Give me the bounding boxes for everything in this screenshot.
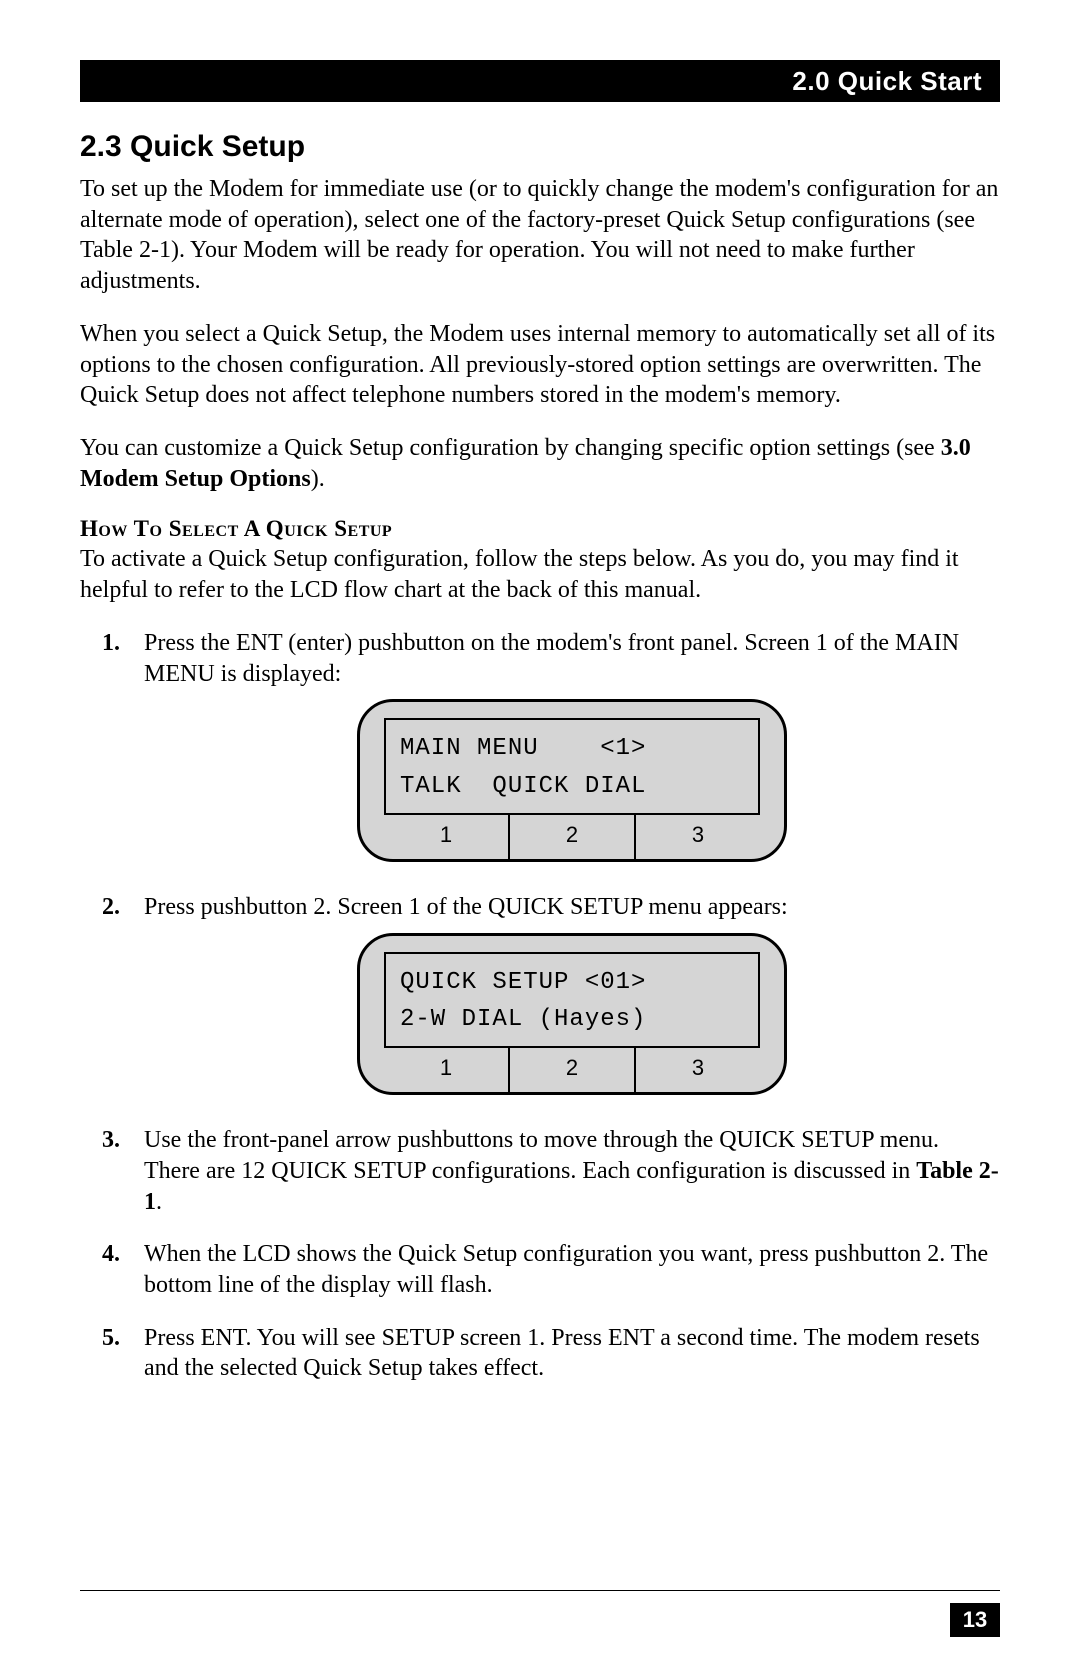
lcd1-button-1: 1	[384, 815, 508, 859]
steps-list: Press the ENT (enter) pushbutton on the …	[80, 628, 1000, 1384]
step-1: Press the ENT (enter) pushbutton on the …	[120, 628, 1000, 862]
page-number: 13	[950, 1603, 1000, 1637]
page: 2.0 Quick Start 2.3 Quick Setup To set u…	[0, 0, 1080, 1669]
lcd1-line1: MAIN MENU <1>	[400, 735, 646, 762]
howto-intro: To activate a Quick Setup configuration,…	[80, 544, 1000, 605]
lcd2-line2: 2-W DIAL (Hayes)	[400, 1006, 646, 1033]
step-5: Press ENT. You will see SETUP screen 1. …	[120, 1323, 1000, 1384]
lcd1-line2: TALK QUICK DIAL	[400, 773, 646, 800]
lcd2-button-2: 2	[508, 1048, 634, 1092]
section-heading: 2.3 Quick Setup	[80, 130, 1000, 164]
step-2-text: Press pushbutton 2. Screen 1 of the QUIC…	[144, 894, 788, 920]
lcd-screen-1: MAIN MENU <1> TALK QUICK DIAL	[384, 718, 760, 814]
lcd-device-2: QUICK SETUP <01> 2-W DIAL (Hayes) 1 2 3	[357, 933, 787, 1096]
chapter-header-bar: 2.0 Quick Start	[80, 60, 1000, 102]
step-3-suffix: .	[156, 1189, 162, 1215]
howto-heading: How To Select A Quick Setup	[80, 516, 1000, 542]
step-1-text: Press the ENT (enter) pushbutton on the …	[144, 630, 959, 687]
intro-para-1: To set up the Modem for immediate use (o…	[80, 174, 1000, 297]
intro-para-3: You can customize a Quick Setup configur…	[80, 433, 1000, 494]
lcd1-button-3: 3	[634, 815, 760, 859]
para3-suffix: ).	[311, 466, 325, 492]
step-4: When the LCD shows the Quick Setup confi…	[120, 1239, 1000, 1300]
intro-para-2: When you select a Quick Setup, the Modem…	[80, 319, 1000, 411]
lcd1-buttons: 1 2 3	[384, 815, 760, 859]
step-2: Press pushbutton 2. Screen 1 of the QUIC…	[120, 892, 1000, 1095]
lcd2-buttons: 1 2 3	[384, 1048, 760, 1092]
step-3: Use the front-panel arrow pushbuttons to…	[120, 1125, 1000, 1217]
lcd2-button-3: 3	[634, 1048, 760, 1092]
lcd-screen-2: QUICK SETUP <01> 2-W DIAL (Hayes)	[384, 952, 760, 1048]
footer-rule	[80, 1590, 1000, 1591]
lcd-figure-1: MAIN MENU <1> TALK QUICK DIAL 1 2 3	[144, 699, 1000, 862]
para3-prefix: You can customize a Quick Setup configur…	[80, 435, 941, 461]
lcd2-button-1: 1	[384, 1048, 508, 1092]
lcd-device-1: MAIN MENU <1> TALK QUICK DIAL 1 2 3	[357, 699, 787, 862]
lcd-figure-2: QUICK SETUP <01> 2-W DIAL (Hayes) 1 2 3	[144, 933, 1000, 1096]
step-3-prefix: Use the front-panel arrow pushbuttons to…	[144, 1127, 939, 1184]
chapter-label: 2.0 Quick Start	[792, 66, 982, 97]
lcd1-button-2: 2	[508, 815, 634, 859]
lcd2-line1: QUICK SETUP <01>	[400, 969, 646, 996]
